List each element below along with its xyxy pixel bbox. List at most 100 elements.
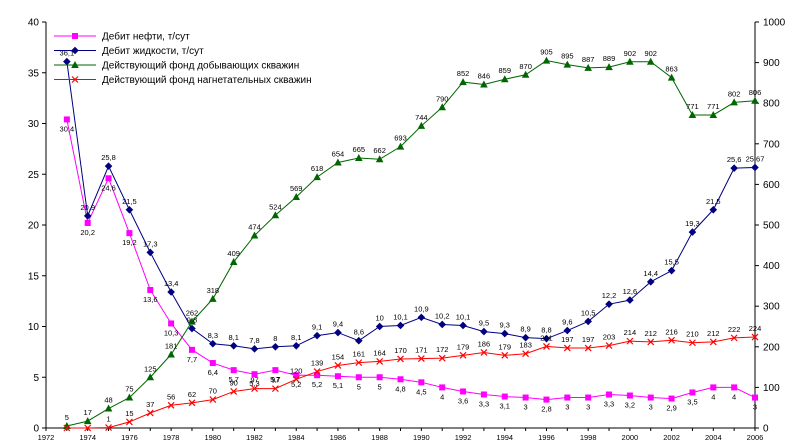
data-point-marker: [459, 351, 467, 359]
data-label: 12,6: [623, 287, 638, 296]
x-marker-stroke: [668, 336, 676, 344]
data-label: 9,6: [562, 318, 572, 327]
data-point-marker: [72, 33, 78, 39]
data-label: 13,4: [164, 279, 179, 288]
data-point-marker: [563, 326, 572, 335]
data-label: 13,6: [143, 295, 158, 304]
left-y-tick-label: 20: [28, 221, 40, 232]
data-point-marker: [83, 417, 92, 425]
data-label: 10,1: [456, 312, 471, 321]
data-point-marker: [522, 350, 530, 358]
data-point-marker: [188, 317, 196, 325]
data-label: 895: [561, 52, 574, 61]
x-tick-label: 1996: [538, 433, 555, 442]
data-point-marker: [688, 110, 697, 118]
x-marker-stroke: [355, 359, 363, 367]
data-label: 154: [332, 352, 345, 361]
data-point-marker: [105, 175, 112, 182]
x-marker-stroke: [292, 375, 300, 383]
data-label: 790: [436, 94, 449, 103]
data-label: 212: [644, 329, 657, 338]
data-point-marker: [334, 158, 342, 166]
series-markers: [63, 56, 759, 432]
data-label: 172: [436, 345, 449, 354]
x-marker-stroke: [84, 424, 92, 432]
data-point-marker: [688, 228, 697, 236]
x-marker-stroke: [417, 355, 425, 362]
data-point-marker: [167, 288, 175, 296]
x-tick-label: 2002: [663, 433, 680, 442]
data-point-marker: [292, 192, 301, 200]
data-label: 4: [732, 392, 736, 401]
x-marker-stroke: [480, 349, 488, 356]
data-label: 9,1: [312, 323, 322, 332]
data-point-marker: [543, 342, 550, 350]
data-label: 7,8: [249, 336, 259, 345]
data-point-marker: [438, 103, 447, 111]
data-label: 9,8: [187, 316, 197, 325]
data-point-marker: [209, 396, 217, 404]
data-point-marker: [84, 219, 91, 226]
data-label: 19,2: [122, 238, 137, 247]
data-label: 8,3: [208, 331, 218, 340]
left-y-tick-label: 30: [28, 119, 40, 130]
data-label: 3: [586, 403, 590, 412]
data-point-marker: [439, 384, 446, 391]
data-label: 139: [311, 359, 324, 368]
data-point-marker: [83, 212, 92, 220]
data-point-marker: [271, 343, 280, 351]
data-label: 3,2: [625, 401, 635, 410]
data-label: 6,4: [208, 368, 218, 377]
data-point-marker: [146, 248, 155, 257]
data-label: 4,8: [395, 384, 405, 393]
data-point-marker: [230, 367, 237, 374]
x-marker-stroke: [397, 355, 404, 363]
data-point-marker: [188, 346, 195, 353]
data-point-marker: [397, 355, 404, 363]
data-label: 48: [104, 396, 112, 405]
x-marker-stroke: [626, 337, 634, 345]
data-point-marker: [126, 230, 133, 237]
data-point-marker: [418, 379, 425, 386]
x-tick-label: 2006: [747, 433, 764, 442]
data-label: 3: [753, 403, 757, 412]
x-tick-label: 1986: [330, 433, 347, 442]
data-label: 806: [749, 88, 762, 97]
legend: Дебит нефти, т/сут Дебит жидкости, т/сут Д…: [54, 31, 312, 86]
right-y-tick-label: 500: [763, 221, 780, 232]
data-label: 21,5: [706, 197, 721, 206]
data-point-marker: [146, 409, 154, 417]
x-marker-stroke: [230, 388, 238, 395]
data-label: 62: [188, 390, 196, 399]
data-point-marker: [209, 339, 217, 348]
data-point-marker: [167, 350, 175, 358]
left-y-tick-label: 35: [28, 68, 40, 79]
data-point-marker: [334, 362, 342, 369]
data-point-marker: [375, 155, 384, 163]
series-line-1: [66, 119, 756, 401]
data-label: 8,1: [228, 333, 238, 342]
x-tick-label: 1994: [496, 433, 513, 442]
data-point-marker: [689, 389, 696, 396]
data-label: 5,7: [270, 375, 280, 384]
data-label: 5,7: [228, 375, 238, 384]
data-label: 744: [415, 113, 428, 122]
data-point-marker: [417, 313, 426, 322]
data-label: 262: [186, 309, 199, 318]
x-tick-label: 1978: [163, 433, 180, 442]
data-point-marker: [209, 360, 216, 367]
data-point-marker: [355, 374, 362, 381]
x-marker-stroke: [522, 350, 530, 358]
data-label: 902: [644, 49, 657, 58]
data-point-marker: [480, 349, 488, 356]
data-label: 8,8: [541, 326, 551, 335]
data-label: 10,5: [581, 308, 596, 317]
x-tick-label: 1980: [204, 433, 221, 442]
data-label: 474: [248, 223, 261, 232]
x-tick-label: 1988: [371, 433, 388, 442]
x-marker-stroke: [501, 351, 509, 359]
data-point-marker: [500, 75, 509, 83]
data-label: 4,5: [416, 387, 426, 396]
data-label: 8,6: [354, 328, 364, 337]
